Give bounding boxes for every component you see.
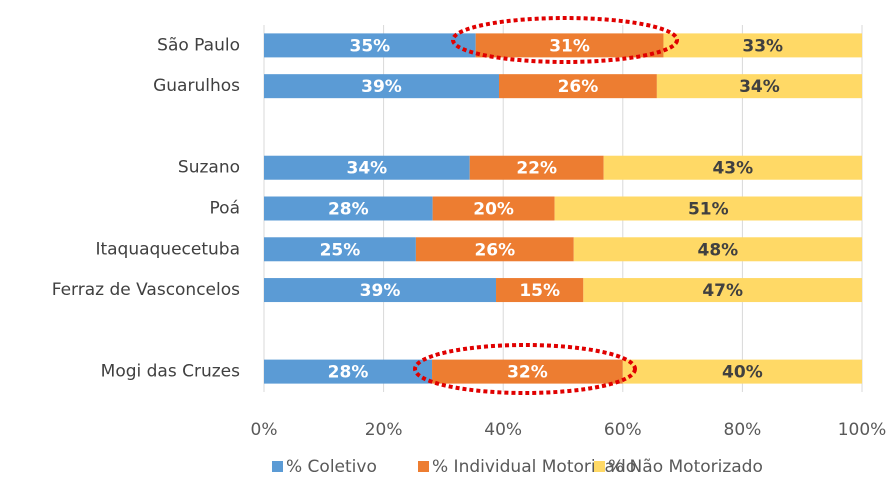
y-tick-label: Suzano xyxy=(178,158,240,178)
y-tick-label: Mogi das Cruzes xyxy=(101,362,240,382)
x-tick-label: 0% xyxy=(251,420,278,440)
x-tick-label: 40% xyxy=(484,420,522,440)
data-label: 39% xyxy=(360,281,401,301)
bar-segment xyxy=(496,278,584,303)
data-label: 25% xyxy=(320,240,361,260)
bar-segment xyxy=(469,155,604,180)
bar-segment xyxy=(264,359,433,384)
data-label: 26% xyxy=(474,240,515,260)
data-label: 40% xyxy=(722,363,763,383)
legend-swatch xyxy=(418,461,429,472)
data-label: 47% xyxy=(702,281,743,301)
legend-swatch xyxy=(594,461,605,472)
data-label: 34% xyxy=(739,77,780,97)
bar-segment xyxy=(656,74,862,99)
bar-segment xyxy=(264,196,433,221)
data-label: 39% xyxy=(361,77,402,97)
bar-segment xyxy=(264,237,416,262)
bar-segment xyxy=(264,74,500,99)
data-label: 48% xyxy=(698,240,739,260)
legend-swatch xyxy=(272,461,283,472)
x-tick-label: 100% xyxy=(838,420,887,440)
y-tick-label: Itaquaquecetuba xyxy=(95,239,240,259)
bar-segment xyxy=(432,359,623,384)
data-label: 15% xyxy=(519,281,560,301)
data-label: 22% xyxy=(516,159,557,179)
data-label: 33% xyxy=(742,36,783,56)
data-label: 35% xyxy=(349,36,390,56)
y-tick-label: Ferraz de Vasconcelos xyxy=(52,280,240,300)
bar-segment xyxy=(554,196,862,221)
y-tick-label: Guarulhos xyxy=(153,76,240,96)
x-tick-label: 80% xyxy=(724,420,762,440)
highlight-ellipse xyxy=(451,16,679,64)
bar-segment xyxy=(415,237,574,262)
data-label: 28% xyxy=(328,200,369,220)
data-label: 32% xyxy=(507,363,548,383)
bar-segment xyxy=(264,278,497,303)
bar-segment xyxy=(622,359,862,384)
data-label: 31% xyxy=(549,36,590,56)
bar-segment xyxy=(475,33,664,58)
data-label: 51% xyxy=(688,200,729,220)
bar-segment xyxy=(264,33,476,58)
data-label: 34% xyxy=(347,159,388,179)
bar-segment xyxy=(573,237,862,262)
highlight-ellipse xyxy=(413,343,637,395)
legend-label: % Individual Motorizado xyxy=(432,457,636,477)
data-label: 26% xyxy=(558,77,599,97)
legend-label: % Coletivo xyxy=(286,457,377,477)
bar-segment xyxy=(432,196,555,221)
data-label: 43% xyxy=(712,159,753,179)
data-label: 28% xyxy=(328,363,369,383)
y-tick-label: Poá xyxy=(210,199,240,219)
y-tick-label: São Paulo xyxy=(157,35,240,55)
bar-segment xyxy=(663,33,862,58)
bar-segment xyxy=(499,74,657,99)
bar-segment xyxy=(583,278,862,303)
data-label: 20% xyxy=(473,200,514,220)
legend-label: % Não Motorizado xyxy=(608,457,763,477)
bar-segment xyxy=(603,155,862,180)
x-tick-label: 20% xyxy=(365,420,403,440)
bar-segment xyxy=(264,155,470,180)
x-tick-label: 60% xyxy=(604,420,642,440)
